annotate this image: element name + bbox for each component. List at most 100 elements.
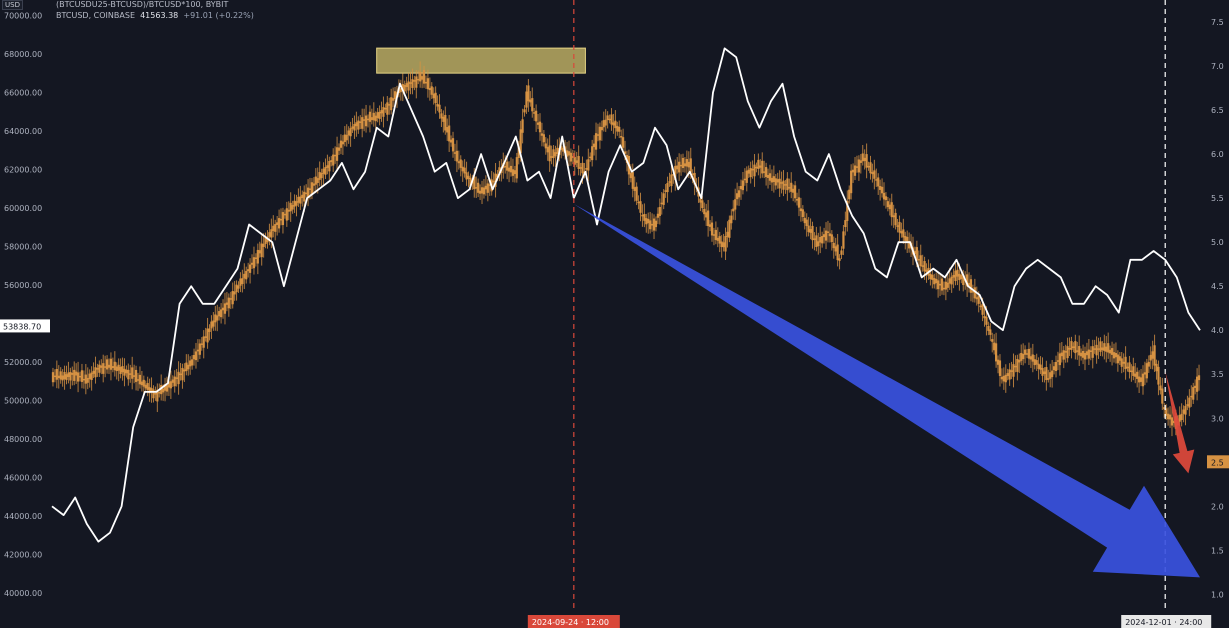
candle xyxy=(229,298,232,300)
candle xyxy=(898,221,901,233)
candle xyxy=(1054,362,1058,372)
candle xyxy=(380,110,383,114)
candle xyxy=(647,218,650,224)
candle xyxy=(768,173,772,181)
candle xyxy=(469,177,472,186)
candle xyxy=(71,372,74,375)
candle xyxy=(635,186,638,201)
candle xyxy=(119,366,122,375)
candle xyxy=(480,187,484,194)
candle xyxy=(600,127,603,131)
left-axis-tick-label: 48000.00 xyxy=(4,435,42,444)
candle xyxy=(1168,414,1172,420)
candle xyxy=(248,264,252,273)
symbol-name: BTCUSD, COINBASE xyxy=(56,11,135,20)
candle xyxy=(1170,417,1174,426)
candle xyxy=(977,295,980,304)
candle xyxy=(1010,370,1013,372)
candle xyxy=(57,375,60,378)
candle xyxy=(1153,345,1156,366)
downtrend-arrow-blue xyxy=(573,204,1200,578)
candle xyxy=(969,279,973,293)
candle xyxy=(123,368,126,376)
candle xyxy=(243,273,246,279)
candle xyxy=(417,78,420,81)
left-axis-tick-label: 68000.00 xyxy=(4,50,42,59)
candle xyxy=(828,233,831,237)
candle xyxy=(177,371,180,385)
candle xyxy=(109,358,113,370)
candle xyxy=(272,225,275,231)
candle xyxy=(335,147,339,161)
right-axis-tick-label: 2.0 xyxy=(1211,502,1224,511)
candle xyxy=(819,236,822,243)
candle xyxy=(411,79,414,88)
candle xyxy=(610,114,613,125)
candle xyxy=(1025,353,1029,355)
candle xyxy=(426,78,430,90)
candle xyxy=(757,159,760,169)
candle xyxy=(1006,373,1009,377)
candle xyxy=(913,250,917,255)
candle xyxy=(863,157,866,162)
candle xyxy=(1022,353,1025,360)
candle xyxy=(492,180,495,183)
candle xyxy=(981,304,984,315)
candle xyxy=(966,274,969,287)
candle xyxy=(774,178,777,186)
candle xyxy=(784,184,787,186)
candle xyxy=(714,229,717,240)
candle xyxy=(206,328,209,343)
candle xyxy=(361,117,364,129)
candle xyxy=(523,109,526,113)
candle xyxy=(175,377,178,379)
candle xyxy=(347,130,350,136)
candle xyxy=(629,172,632,179)
candle xyxy=(59,371,62,380)
candle xyxy=(223,303,227,314)
candle xyxy=(305,192,308,195)
candle xyxy=(851,169,855,173)
candle xyxy=(413,80,416,82)
candle xyxy=(888,204,891,210)
candle xyxy=(183,369,186,372)
currency-badge[interactable]: USD xyxy=(2,0,23,10)
candle xyxy=(1060,352,1063,357)
candle xyxy=(614,120,617,129)
candle xyxy=(703,208,706,215)
candle xyxy=(1118,356,1121,361)
candle xyxy=(235,284,238,293)
candle xyxy=(434,92,437,104)
candle xyxy=(900,231,903,234)
candle xyxy=(1035,360,1038,365)
right-axis-tick-label: 3.5 xyxy=(1211,370,1224,379)
candle xyxy=(1114,353,1118,358)
candle xyxy=(449,139,453,143)
candle xyxy=(656,213,659,218)
candle xyxy=(100,365,103,368)
left-axis-tick-label: 42000.00 xyxy=(4,550,42,559)
candle xyxy=(113,361,116,371)
candle xyxy=(1018,359,1021,363)
candle xyxy=(776,179,779,183)
candle xyxy=(894,212,897,226)
candle xyxy=(565,150,569,157)
candle xyxy=(1072,346,1075,349)
candle xyxy=(436,103,439,107)
time-tag-right-bg xyxy=(1121,615,1212,628)
candle xyxy=(548,145,551,162)
candle xyxy=(546,146,549,153)
candle xyxy=(279,218,283,221)
candle xyxy=(755,166,758,169)
candle xyxy=(593,143,596,148)
candle xyxy=(1078,346,1081,356)
candle xyxy=(363,119,366,121)
candle xyxy=(906,236,909,243)
candle xyxy=(1016,358,1019,372)
candle xyxy=(438,104,441,113)
candle xyxy=(156,389,159,402)
candle xyxy=(334,154,337,157)
candle xyxy=(950,276,953,285)
candle xyxy=(973,287,976,299)
